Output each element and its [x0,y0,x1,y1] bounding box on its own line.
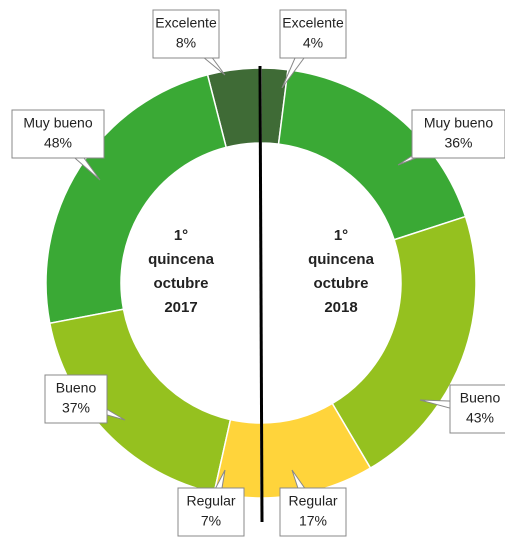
center-label: 2018 [324,299,357,316]
callout-box [279,487,347,537]
callout-value: 36% [444,135,472,151]
callout-category: Excelente [282,15,344,31]
callout-box [44,374,108,424]
center-label: octubre [313,275,368,292]
callout-box [11,109,105,159]
callout-value: 7% [201,513,221,529]
callout-value: 48% [44,135,72,151]
center-label: 1° [334,227,348,244]
center-label: 2017 [164,299,197,316]
callout-box [449,384,505,434]
callout-value: 8% [176,35,196,51]
callout-category: Bueno [56,380,97,396]
divider [258,65,264,523]
callout-value: 17% [299,513,327,529]
callout-category: Muy bueno [424,115,493,131]
callout-category: Regular [186,493,235,509]
callout-category: Excelente [155,15,217,31]
callout-category: Regular [288,493,337,509]
callout-category: Muy bueno [23,115,92,131]
callout-value: 4% [303,35,323,51]
center-label: 1° [174,227,188,244]
callout-box [177,487,245,537]
center-label: quincena [148,251,215,268]
donut-segment [45,73,228,325]
callout-value: 43% [466,410,494,426]
callout-box [411,109,505,159]
callout-box [279,9,347,59]
center-label: octubre [153,275,208,292]
callout-box [152,9,220,59]
center-label: quincena [308,251,375,268]
callout-category: Bueno [460,390,501,406]
callout-value: 37% [62,400,90,416]
